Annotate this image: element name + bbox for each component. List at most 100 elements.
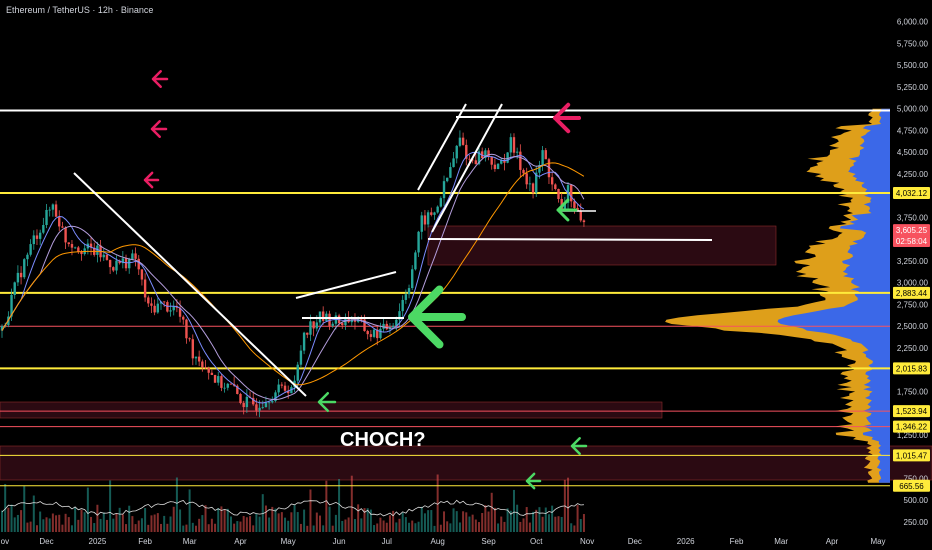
volume-bar [468,516,471,532]
time-tick-label: Mar [774,537,788,546]
price-tag-bg [893,286,930,299]
candle [261,407,264,408]
volume-bar [401,512,404,532]
candle [503,159,506,163]
volume-bar [373,525,376,532]
volume-bar [347,517,350,532]
volume-bar [525,507,528,532]
volume-bar [194,525,197,532]
candle [515,151,519,153]
candle [23,259,26,278]
candle [16,272,20,283]
volume-bar [55,515,58,532]
volume-bar [32,495,35,532]
volume-bar [398,518,401,532]
zone-1 [0,401,663,419]
volume-bar [182,525,185,532]
candle [229,383,233,385]
volume-bar [242,516,245,532]
price-tag-bg [893,449,930,462]
price-tick-label: 2,750.00 [897,300,929,309]
candle [182,316,185,320]
candle [70,244,74,248]
candle [210,372,214,376]
candle [350,319,353,323]
price-tag-label: 1,523.94 [896,407,928,416]
price-tick-label: 4,250.00 [897,170,929,179]
volume-bar [163,515,166,532]
candle [328,313,331,326]
candle [525,173,528,185]
candle [283,385,287,391]
volume-bar [532,511,535,532]
volume-bar [67,517,70,532]
volume-bar [166,523,169,532]
time-tick-label: Oct [530,537,543,546]
price-tick-label: 5,250.00 [897,83,929,92]
candle [312,321,315,329]
candle [573,201,576,208]
volume-bar [188,489,191,532]
volume-bar [319,515,321,532]
candle [544,150,547,160]
time-tick-label: Apr [234,537,247,546]
arrow-icon [143,171,160,189]
volume-bar [465,512,468,532]
candle [239,393,242,404]
candle [493,164,497,170]
candle [528,183,532,185]
candle [477,151,481,165]
volume-bar [169,516,172,532]
volume-bar [296,512,299,532]
candle [32,235,35,245]
volume-layer [1,474,585,532]
volume-bar [96,504,99,532]
volume-bar [484,505,487,532]
ma-slow [1,162,585,386]
volume-bar [478,522,480,532]
price-tick-label: 5,000.00 [897,105,929,114]
candle [274,392,277,402]
volume-bar [191,522,194,532]
volume-bar [579,519,582,532]
candle [277,384,280,393]
candle [217,376,220,383]
candle [439,198,443,207]
candle [341,323,344,326]
candle [321,311,325,321]
volume-bar [207,524,210,532]
arrow-icon [317,391,337,413]
volume-bar [385,522,388,532]
candle [512,137,516,153]
volume-bar [443,511,446,532]
time-tick-label: Jun [333,537,346,546]
candle [363,319,366,332]
volume-bar [481,512,484,532]
volume-bar [519,521,522,532]
volume-bar [287,520,290,532]
candle [108,259,112,268]
volume-bar [350,475,353,532]
arrow-icon [553,102,581,134]
candle [287,390,290,394]
price-tag-label: 4,032.12 [896,189,928,198]
drawings-layer [73,70,713,490]
candle [376,329,379,339]
price-axis: 6,000.00 5,750.00 5,500.00 5,250.00 5,000.00… [897,18,929,527]
volume-bar [210,518,213,532]
volume-bar [39,511,42,532]
candle [223,387,226,389]
candle [242,403,245,408]
volume-bar [331,525,334,532]
candle [566,185,570,203]
time-tick-label: May [281,537,296,546]
volume-bar [223,509,226,532]
candle [77,247,80,252]
volume-bar [560,516,563,532]
candle [522,169,525,174]
time-tick-label: 2026 [677,537,695,546]
price-tick-label: 250.00 [904,518,929,527]
volume-bar [229,516,232,532]
candle [509,137,512,153]
